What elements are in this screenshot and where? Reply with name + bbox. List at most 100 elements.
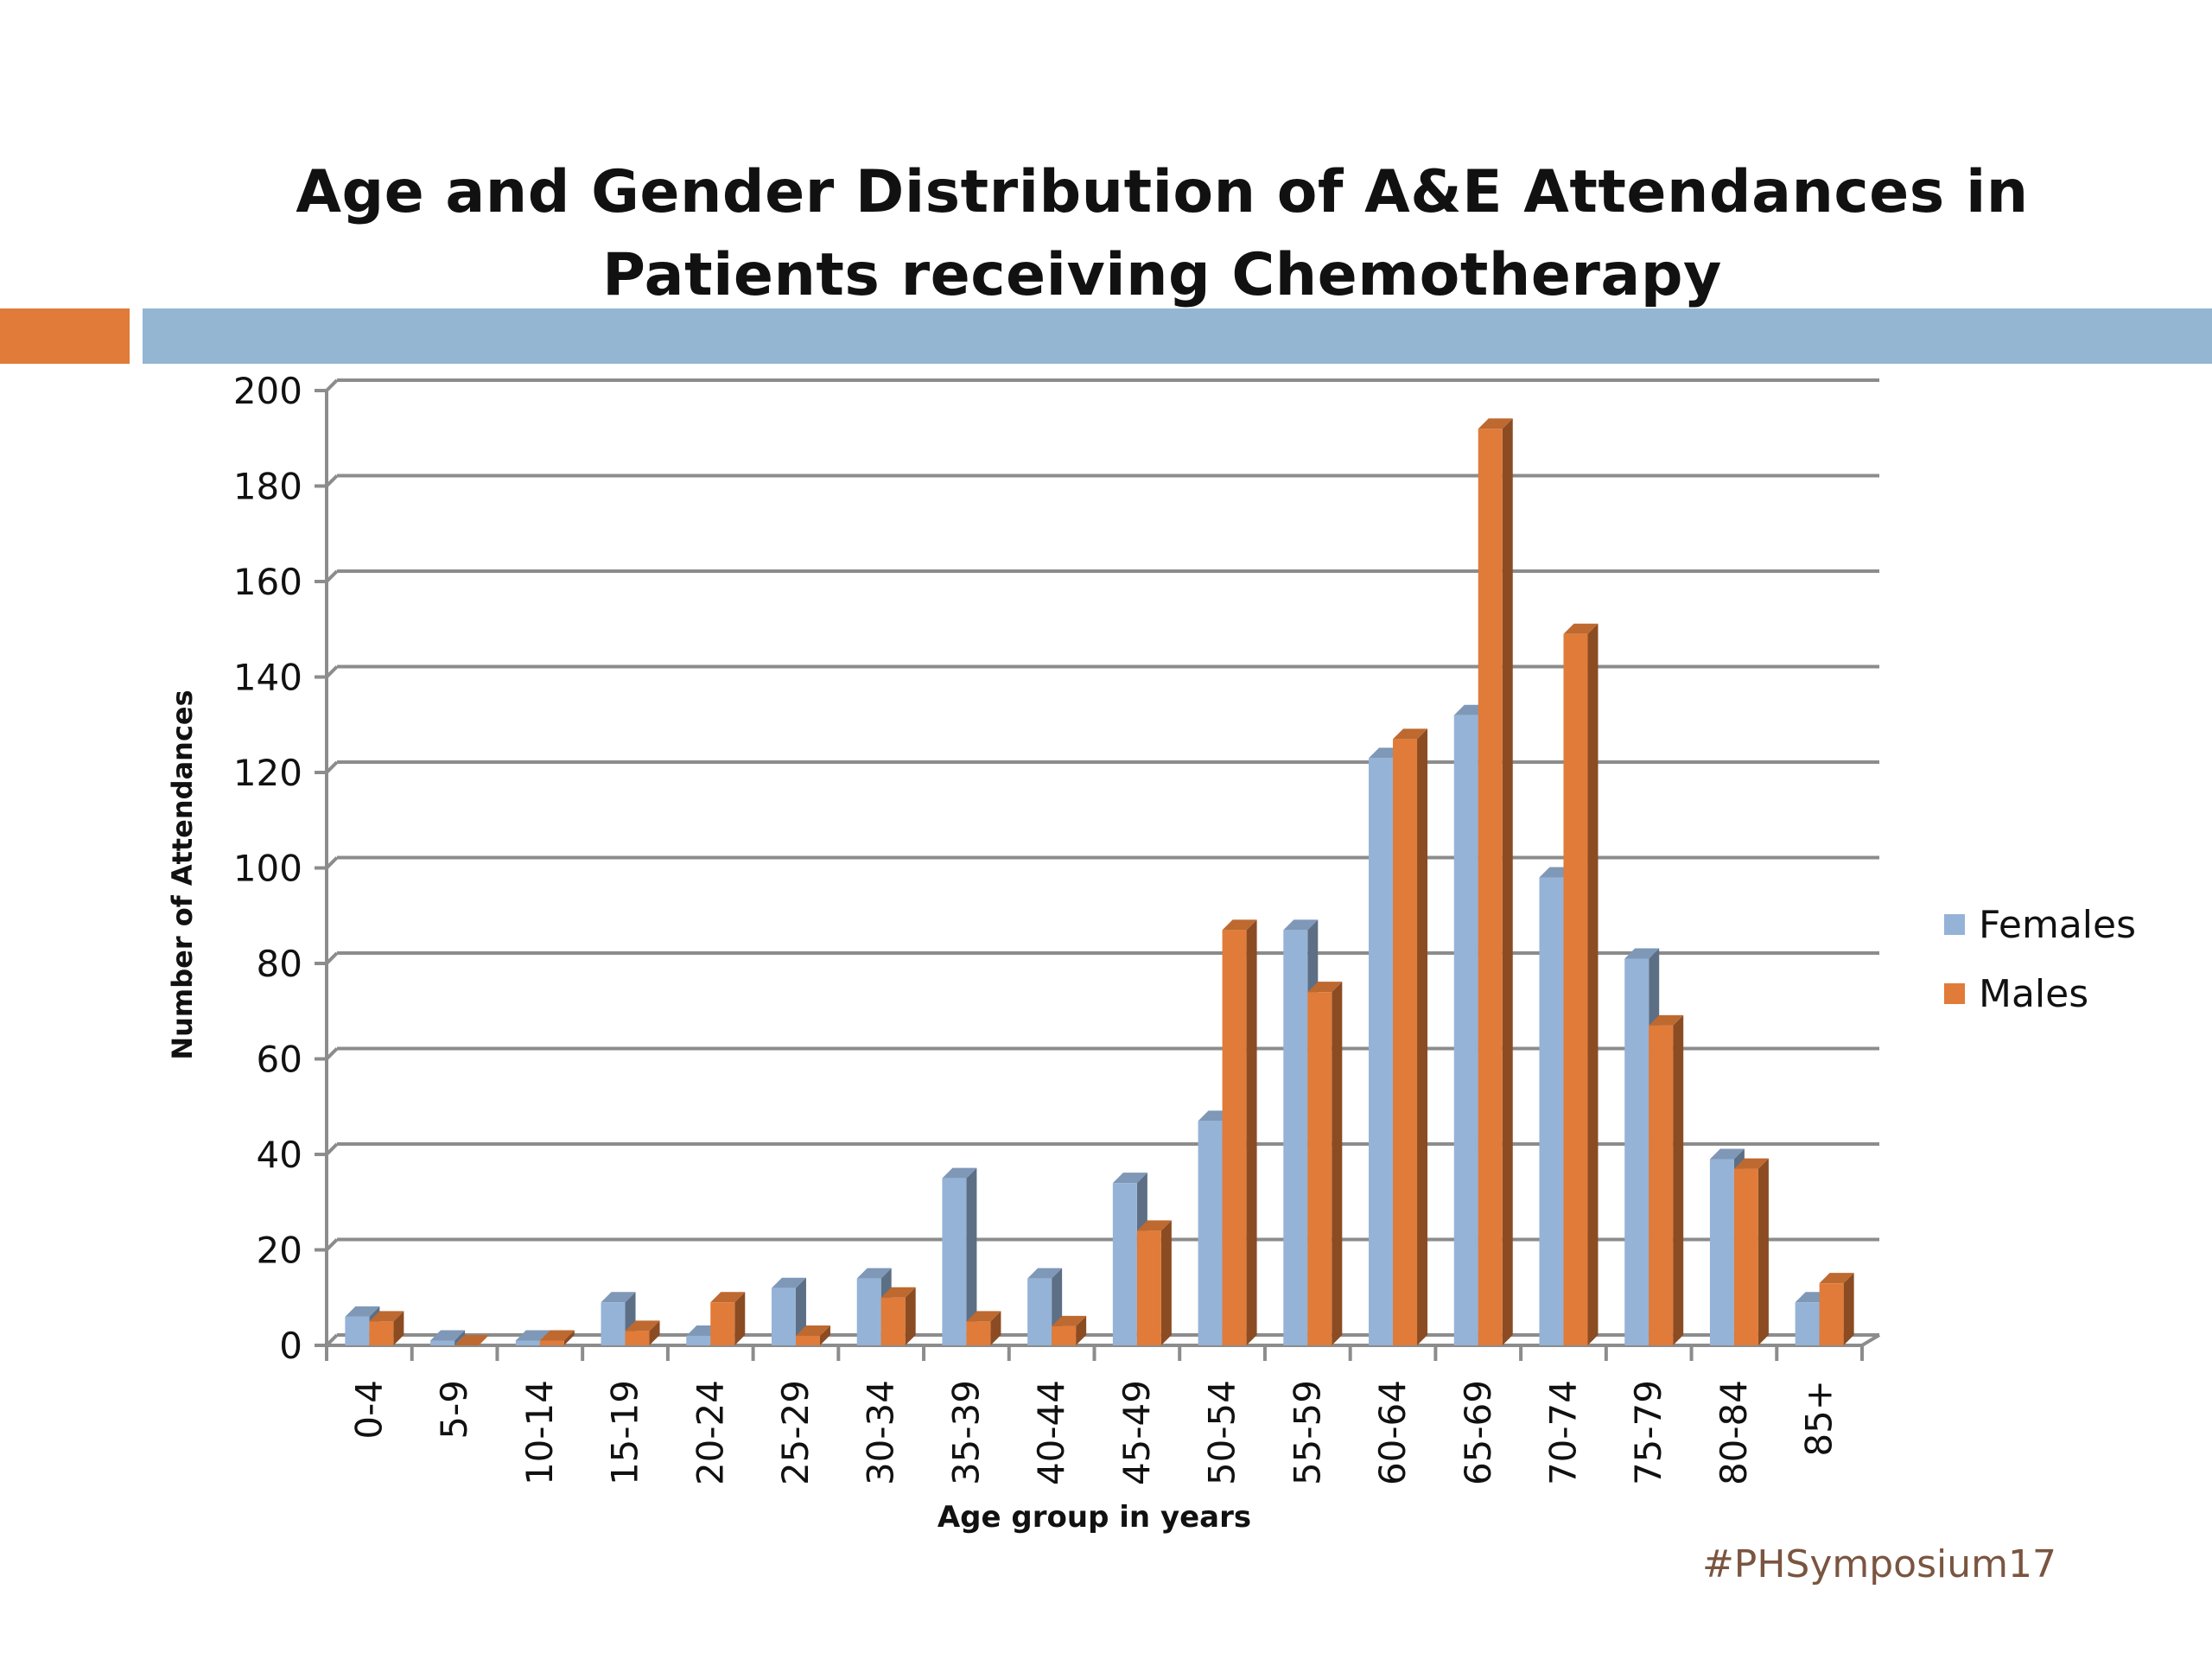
bar-top-males-75-79 [1649, 1014, 1684, 1026]
bar-top-males-10-14 [539, 1330, 575, 1341]
bar-side-males-85+ [1843, 1273, 1854, 1345]
chart-title-line-1: Age and Gender Distribution of A&E Atten… [296, 158, 2029, 226]
bar-females-40-44 [1027, 1278, 1052, 1345]
bar-males-45-49 [1136, 1230, 1161, 1345]
bar-males-15-19 [625, 1331, 650, 1345]
bar-males-50-54 [1222, 930, 1247, 1345]
bar-top-females-75-79 [1624, 948, 1660, 959]
x-tick-label: 35-39 [944, 1380, 987, 1485]
legend-label-males: Males [1979, 971, 2089, 1016]
bar-males-75-79 [1649, 1025, 1674, 1345]
bar-side-males-30-34 [905, 1287, 916, 1345]
legend-swatch-males [1944, 983, 1965, 1004]
bar-side-females-5-9 [454, 1330, 466, 1345]
x-axis-title: Age group in years [938, 1500, 1251, 1535]
bar-top-males-45-49 [1136, 1220, 1172, 1231]
chart-title-line-2: Patients receiving Chemotherapy [602, 241, 1722, 309]
gridline-depth [325, 1142, 339, 1156]
bar-males-55-59 [1307, 992, 1332, 1345]
bar-males-20-24 [710, 1302, 735, 1345]
y-tick-label: 140 [233, 657, 302, 699]
bar-top-females-0-4 [345, 1306, 380, 1317]
bar-top-females-10-14 [515, 1330, 550, 1341]
bar-females-80-84 [1709, 1159, 1734, 1345]
bar-side-males-10-14 [563, 1330, 575, 1345]
bar-females-0-4 [345, 1316, 370, 1345]
legend-item-females: Females [1944, 890, 2136, 959]
bar-top-males-30-34 [880, 1287, 916, 1298]
bar-females-70-74 [1539, 877, 1564, 1345]
bar-top-males-70-74 [1563, 623, 1599, 634]
chart-title: Age and Gender Distribution of A&E Atten… [259, 151, 2065, 317]
y-tick-label: 100 [233, 848, 302, 890]
bar-top-females-5-9 [430, 1330, 466, 1341]
bar-side-males-45-49 [1160, 1220, 1172, 1345]
accent-bar-blue [143, 308, 2212, 364]
gridline-depth [325, 1238, 339, 1251]
y-tick-label: 0 [279, 1325, 302, 1367]
bar-top-males-50-54 [1222, 919, 1257, 931]
y-tick-label: 200 [233, 370, 302, 412]
gridline-depth [325, 951, 339, 965]
bar-males-40-44 [1052, 1325, 1077, 1345]
x-tick-label: 10-14 [518, 1380, 561, 1485]
gridline-depth [325, 378, 339, 392]
bar-side-females-35-39 [966, 1167, 977, 1345]
bar-side-males-25-29 [819, 1325, 830, 1345]
bar-top-females-55-59 [1283, 919, 1319, 931]
bar-females-85+ [1795, 1302, 1820, 1345]
bar-side-males-50-54 [1246, 919, 1257, 1345]
bar-females-60-64 [1369, 758, 1394, 1345]
bar-top-females-40-44 [1027, 1268, 1063, 1279]
y-tick-label: 20 [257, 1230, 302, 1272]
bar-females-15-19 [601, 1302, 626, 1345]
bar-side-males-20-24 [734, 1292, 746, 1345]
bar-top-females-25-29 [771, 1277, 806, 1288]
bar-side-males-75-79 [1673, 1014, 1684, 1345]
x-tick-label: 20-24 [689, 1380, 731, 1485]
bar-top-males-65-69 [1478, 418, 1513, 429]
bar-females-75-79 [1624, 958, 1649, 1345]
x-tick-label: 5-9 [433, 1380, 475, 1440]
bar-males-0-4 [369, 1321, 394, 1345]
bar-males-80-84 [1733, 1168, 1758, 1345]
bar-females-30-34 [856, 1278, 881, 1345]
bar-females-5-9 [430, 1340, 455, 1345]
y-tick-label: 120 [233, 752, 302, 794]
bar-side-males-60-64 [1417, 728, 1428, 1345]
bar-males-85+ [1819, 1283, 1844, 1345]
bar-top-males-40-44 [1052, 1315, 1087, 1326]
legend-item-males: Males [1944, 959, 2136, 1028]
y-tick-label: 160 [233, 561, 302, 603]
gridline-depth [325, 760, 339, 774]
legend-swatch-females [1944, 914, 1965, 935]
y-tick-label: 40 [257, 1134, 302, 1176]
y-tick-label: 180 [233, 466, 302, 508]
bar-males-30-34 [880, 1297, 906, 1345]
bar-side-males-80-84 [1758, 1158, 1769, 1345]
bar-top-females-80-84 [1709, 1148, 1745, 1160]
bar-males-35-39 [966, 1321, 991, 1345]
bar-females-50-54 [1198, 1121, 1223, 1345]
legend: Females Males [1944, 890, 2136, 1028]
x-tick-label: 40-44 [1030, 1380, 1072, 1485]
gridline-depth [325, 856, 339, 869]
hashtag: #PHSymposium17 [1701, 1542, 2056, 1586]
x-tick-label: 15-19 [604, 1380, 646, 1485]
x-tick-label: 70-74 [1541, 1380, 1584, 1485]
bar-top-females-45-49 [1112, 1173, 1147, 1184]
gridline-depth [325, 474, 339, 487]
gridline-depth [325, 665, 339, 678]
x-tick-label: 75-79 [1627, 1380, 1669, 1485]
bar-top-males-80-84 [1733, 1158, 1769, 1169]
bar-side-males-0-4 [393, 1311, 404, 1345]
bar-females-10-14 [515, 1340, 540, 1345]
gridline-depth [325, 569, 339, 583]
bar-side-males-35-39 [990, 1311, 1001, 1345]
bar-females-65-69 [1453, 715, 1478, 1345]
bar-side-males-65-69 [1502, 418, 1513, 1346]
bar-side-males-40-44 [1076, 1315, 1087, 1345]
bar-top-females-35-39 [942, 1167, 977, 1179]
x-tick-label: 80-84 [1713, 1380, 1755, 1485]
